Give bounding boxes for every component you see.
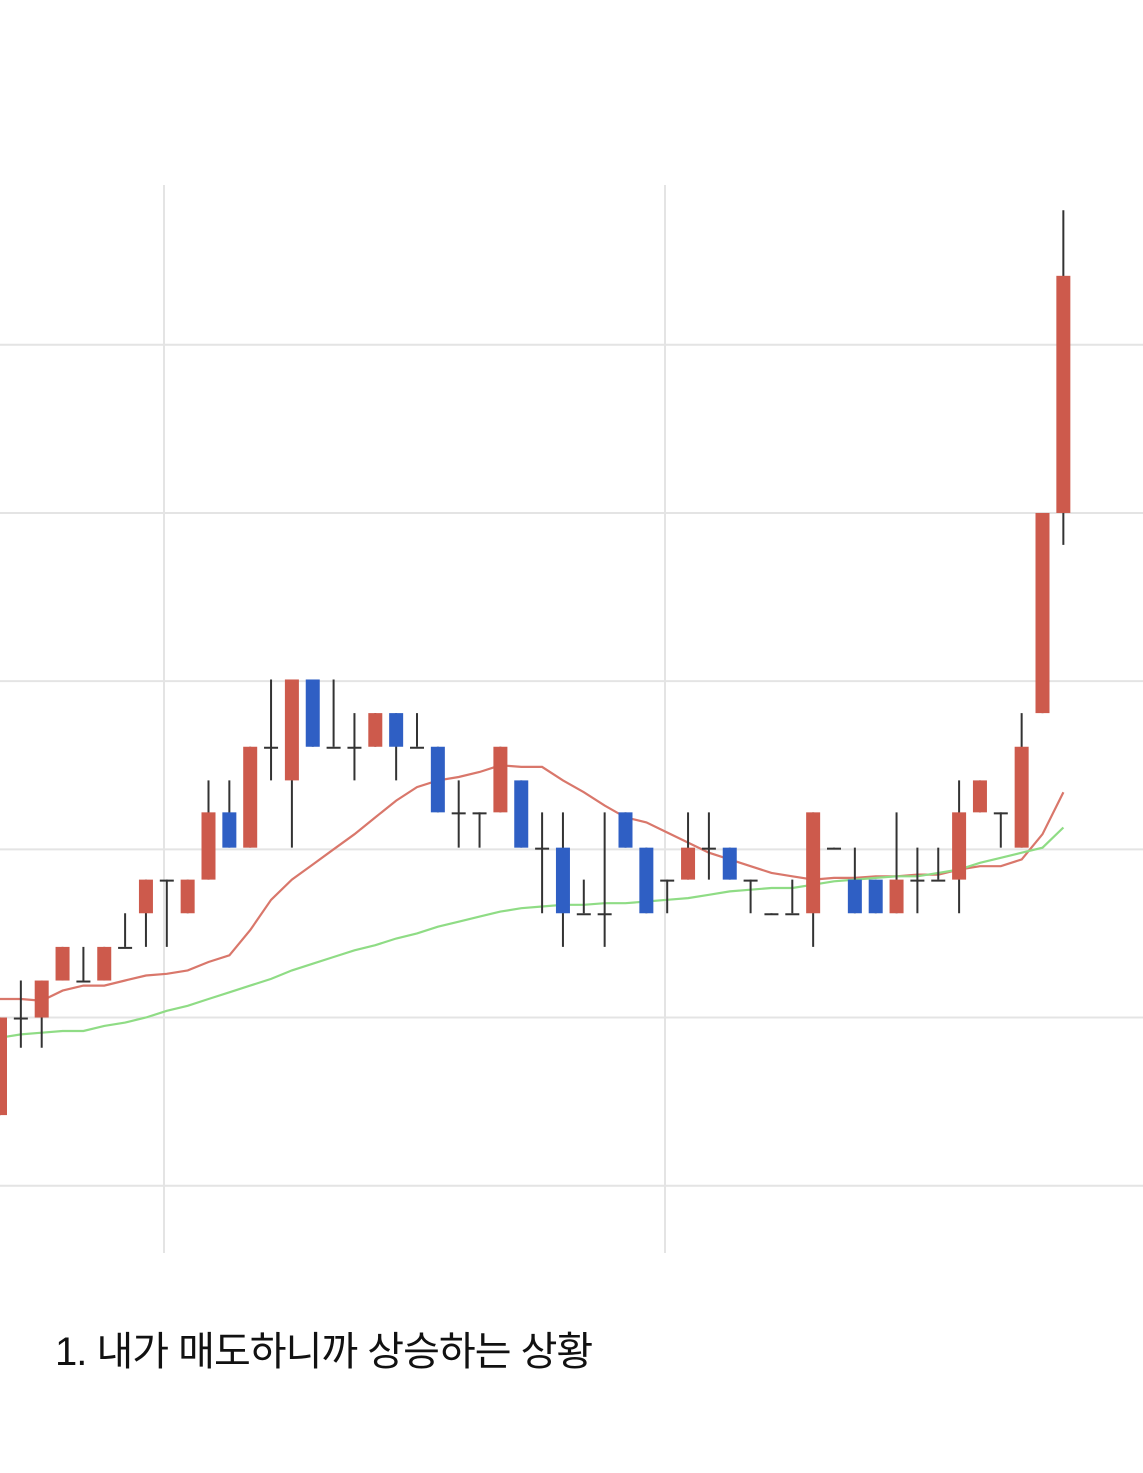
y-grid bbox=[0, 343, 1143, 1187]
candle-body bbox=[639, 847, 654, 914]
moving-average-line bbox=[0, 764, 1065, 1002]
candle-body bbox=[701, 847, 716, 850]
candle-body bbox=[681, 847, 696, 880]
candle-body bbox=[34, 980, 49, 1018]
candle-body bbox=[326, 746, 341, 749]
candle-body bbox=[389, 713, 404, 747]
candle-body bbox=[576, 913, 591, 916]
candle-body bbox=[618, 812, 633, 848]
candle-body bbox=[305, 679, 320, 747]
candle-body bbox=[410, 746, 424, 749]
caption: 1. 내가 매도하니까 상승하는 상황 bbox=[55, 1330, 592, 1374]
moving-average-line bbox=[0, 826, 1065, 1039]
candle-body bbox=[1035, 512, 1050, 714]
candles bbox=[0, 210, 1071, 1116]
candle-body bbox=[535, 847, 550, 850]
candle-body bbox=[910, 879, 925, 882]
candle-body bbox=[555, 847, 570, 914]
candle-body bbox=[13, 1017, 28, 1020]
candle-body bbox=[597, 913, 612, 916]
candle-body bbox=[1056, 275, 1071, 513]
candle-body bbox=[493, 746, 508, 813]
candle-body bbox=[138, 879, 153, 914]
candle-body bbox=[430, 746, 445, 813]
candle-body bbox=[264, 746, 279, 749]
candle-body bbox=[764, 913, 779, 916]
candle-body bbox=[952, 812, 967, 880]
candle-body bbox=[159, 879, 174, 882]
candle-body bbox=[451, 812, 466, 815]
candle-body bbox=[660, 879, 675, 882]
candle-body bbox=[743, 879, 758, 882]
candle-body bbox=[243, 746, 258, 848]
candle-body bbox=[0, 1017, 7, 1116]
candle-body bbox=[931, 879, 946, 882]
candle-body bbox=[722, 847, 737, 880]
candle-body bbox=[201, 812, 216, 880]
candle-body bbox=[1014, 746, 1029, 848]
candle-body bbox=[868, 879, 883, 914]
candle-body bbox=[284, 679, 299, 781]
candle-body bbox=[806, 812, 821, 914]
candle-body bbox=[889, 879, 904, 914]
candle-body bbox=[76, 980, 91, 983]
candle-body bbox=[993, 812, 1008, 815]
candle-body bbox=[368, 713, 383, 747]
candle-body bbox=[180, 879, 195, 914]
candle-body bbox=[827, 847, 841, 850]
candle-body bbox=[222, 812, 237, 848]
candle-body bbox=[785, 913, 800, 916]
candle-body bbox=[97, 946, 112, 981]
candle-body bbox=[514, 780, 529, 848]
candle-body bbox=[55, 946, 70, 981]
moving-averages bbox=[0, 764, 1065, 1039]
candle-body bbox=[847, 879, 862, 914]
candle-body bbox=[472, 812, 487, 815]
candle-body bbox=[972, 780, 987, 813]
candle-body bbox=[118, 946, 133, 949]
candle-body bbox=[347, 746, 362, 749]
